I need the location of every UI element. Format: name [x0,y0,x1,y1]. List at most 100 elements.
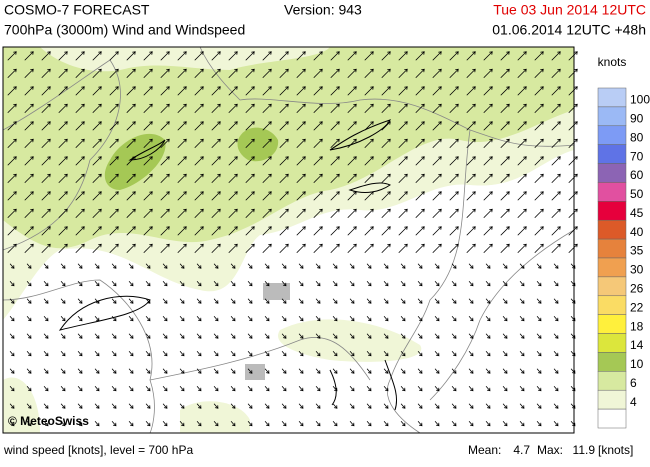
wind-arrow [111,385,117,392]
wind-arrow [330,138,340,149]
wind-arrow [466,103,476,114]
wind-arrow [128,420,134,427]
wind-arrow [7,243,17,254]
legend: 100 90 80 70 60 50 45 40 35 30 26 22 18 14 10 6 4 [597,87,650,429]
wind-arrow [415,86,425,96]
wind-arrow [177,138,187,149]
wind-arrow [126,226,136,236]
wind-arrow [196,263,202,269]
wind-arrow [381,103,391,114]
wind-arrow [211,86,221,96]
wind-arrow [500,86,510,96]
wind-arrow [398,121,408,131]
wind-arrow [398,103,408,114]
wind-arrow [126,208,136,219]
wind-arrow [451,263,457,269]
wind-arrow [347,86,357,96]
wind-arrow [483,156,493,166]
wind-arrow [349,385,355,392]
legend-swatch [597,257,627,278]
wind-arrow [160,208,170,219]
wind-arrow [449,86,459,96]
wind-arrow [519,333,525,339]
wind-arrow [75,156,85,166]
wind-arrow [449,51,459,61]
wind-arrow [179,403,185,409]
wind-arrow [279,208,289,219]
wind-arrow [245,86,255,96]
wind-arrow [332,420,338,427]
wind-arrow [332,368,338,374]
wind-arrow [26,385,32,392]
legend-label: 50 [630,187,644,201]
wind-arrow [500,103,510,114]
credit: © MeteoSwiss [8,414,89,428]
wind-arrow [109,68,119,79]
wind-arrow [194,121,204,131]
wind-arrow [553,420,559,427]
wind-arrow [7,226,17,236]
wind-arrow [211,103,221,114]
wind-arrow [58,226,68,236]
wind-arrow [281,263,287,269]
wind-arrow [568,103,578,114]
wind-arrow [43,403,49,409]
wind-arrow [417,263,423,269]
wind-arrow [228,191,238,201]
wind-arrow [75,173,85,184]
wind-arrow [483,191,493,201]
wind-arrow [298,280,304,287]
wind-arrow [92,51,102,61]
wind-arrow [381,68,391,79]
wind-arrow [553,368,559,374]
wind-arrow [94,333,100,339]
wind-arrow [400,420,406,427]
wind-arrow [245,156,255,166]
wind-arrow [483,138,493,149]
wind-arrow [347,243,357,254]
wind-area-4b [40,47,330,72]
wind-arrow [417,368,423,374]
wind-arrow [485,280,491,287]
wind-arrow [24,173,34,184]
legend-swatch [597,408,627,429]
wind-arrow [449,121,459,131]
wind-arrow [264,333,270,339]
wind-arrow [145,298,151,304]
wind-arrow [228,156,238,166]
wind-arrow [534,243,544,254]
wind-arrow [381,121,391,131]
wind-arrow [366,368,372,374]
wind-arrow [230,298,236,304]
wind-arrow [466,51,476,61]
wind-arrow [143,68,153,79]
wind-arrow [111,315,117,322]
wind-arrow [451,333,457,339]
wind-arrow [41,156,51,166]
wind-arrow [349,263,355,269]
wind-arrow [468,420,474,427]
wind-arrow [58,121,68,131]
wind-arrow [434,280,440,287]
wind-arrow [568,226,578,236]
wind-arrow [466,243,476,254]
wind-arrow [551,51,561,61]
wind-arrow [179,420,185,427]
wind-arrow [262,173,272,184]
wind-arrow [281,315,287,322]
wind-arrow [517,208,527,219]
wind-arrow [502,315,508,322]
wind-arrow [568,156,578,166]
wind-arrow [332,350,338,357]
wind-arrow [111,350,117,357]
wind-arrow [128,298,134,304]
wind-arrow [77,368,83,374]
wind-arrow [177,103,187,114]
wind-arrow [466,156,476,166]
wind-arrow [245,121,255,131]
wind-arrow [160,51,170,61]
wind-arrow [279,103,289,114]
wind-arrow [415,243,425,254]
wind-arrow [451,315,457,322]
wind-arrow [449,173,459,184]
